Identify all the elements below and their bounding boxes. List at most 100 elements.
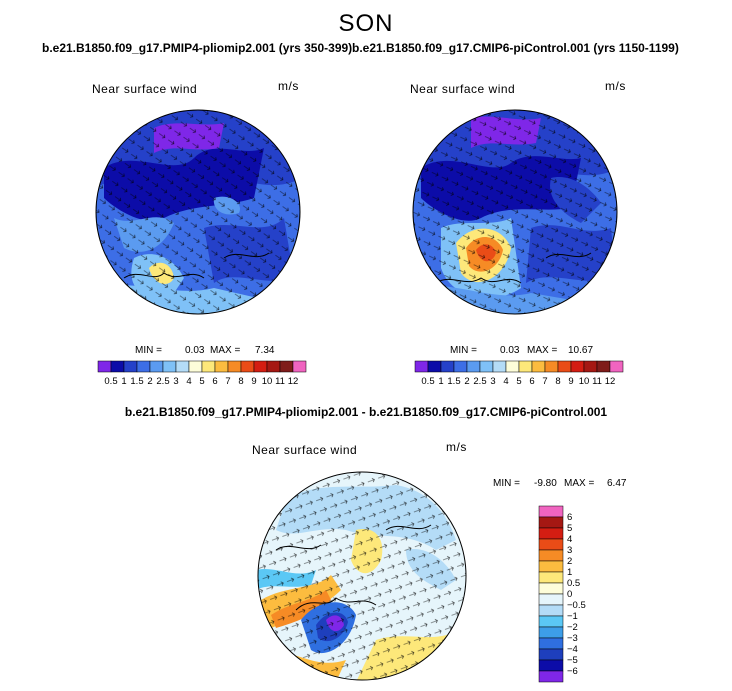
left-colorbar-swatch [136, 360, 151, 373]
left-colorbar-swatch [97, 360, 112, 373]
right-colorbar-swatch [596, 360, 611, 373]
left-colorbar-tick-label: 1 [121, 376, 126, 386]
left-colorbar-swatch [188, 360, 203, 373]
left-max-value: 7.34 [255, 345, 275, 356]
season-title: SON [338, 10, 394, 37]
right-units-label: m/s [605, 79, 626, 93]
left-colorbar-tick-label: 10 [262, 376, 273, 386]
right-colorbar-tick-label: 6 [529, 376, 534, 386]
difference-colorbar-swatch [538, 648, 564, 661]
left-colorbar-tick-label: 6 [212, 376, 217, 386]
difference-colorbar-swatch [538, 505, 564, 518]
left-colorbar-tick-label: 2 [147, 376, 152, 386]
right-colorbar-tick-label: 9 [568, 376, 573, 386]
left-colorbar-swatch [214, 360, 229, 373]
right-colorbar-tick-label: 5 [516, 376, 521, 386]
difference-colorbar-swatch [538, 549, 564, 562]
diff-max-value: 6.47 [607, 478, 627, 489]
left-colorbar-tick-label: 12 [288, 376, 299, 386]
difference-colorbar-tick-label: 6 [567, 512, 572, 523]
difference-title: b.e21.B1850.f09_g17.PMIP4-pliomip2.001 -… [124, 405, 608, 419]
left-colorbar-tick-label: 5 [199, 376, 204, 386]
left-colorbar-tick-label: 11 [275, 376, 285, 386]
right-colorbar-swatch [544, 360, 559, 373]
difference-colorbar-swatch [538, 516, 564, 529]
difference-colorbar-tick-label: −2 [567, 622, 578, 633]
left-colorbar-swatch [149, 360, 164, 373]
left-colorbar-swatch [162, 360, 177, 373]
left-variable-label: Near surface wind [92, 82, 198, 96]
left-colorbar-swatch [175, 360, 190, 373]
right-polar-map [412, 109, 618, 315]
right-colorbar-tick-label: 2 [464, 376, 469, 386]
difference-polar-map [257, 471, 467, 681]
left-colorbar-swatch [292, 360, 307, 373]
diff-min-label: MIN = [493, 478, 520, 489]
difference-colorbar-swatch [538, 626, 564, 639]
difference-colorbar-tick-label: −5 [567, 655, 578, 666]
right-colorbar: 0.5 1 1.5 2 2.5 3 4 5 6 7 8 9 10 11 12 [414, 360, 624, 386]
right-max-label: MAX = [527, 345, 558, 356]
right-colorbar-swatch [609, 360, 624, 373]
left-colorbar-swatch [240, 360, 255, 373]
right-colorbar-swatch [583, 360, 598, 373]
difference-colorbar-swatch [538, 538, 564, 551]
left-colorbar-tick-label: 0.5 [104, 376, 117, 386]
left-colorbar-swatch [110, 360, 125, 373]
left-colorbar-tick-label: 7 [225, 376, 230, 386]
difference-colorbar-swatch [538, 604, 564, 617]
left-colorbar-tick-label: 8 [238, 376, 243, 386]
right-colorbar-swatch [453, 360, 468, 373]
difference-colorbar-tick-label: 5 [567, 523, 572, 534]
difference-colorbar-swatch [538, 670, 564, 683]
difference-colorbar-tick-label: 4 [567, 534, 572, 545]
right-variable-label: Near surface wind [410, 82, 516, 96]
difference-colorbar-tick-label: −3 [567, 633, 578, 644]
right-colorbar-tick-label: 3 [490, 376, 495, 386]
difference-colorbar-swatch [538, 582, 564, 595]
right-colorbar-swatch [479, 360, 494, 373]
difference-colorbar-swatch [538, 560, 564, 573]
left-colorbar-swatch [266, 360, 281, 373]
difference-colorbar-swatch [538, 571, 564, 584]
right-colorbar-swatch [570, 360, 585, 373]
diff-units-label: m/s [446, 440, 467, 454]
right-colorbar-tick-label: 10 [579, 376, 590, 386]
right-colorbar-swatch [557, 360, 572, 373]
difference-colorbar-tick-label: −6 [567, 666, 578, 677]
right-max-value: 10.67 [568, 345, 594, 356]
right-colorbar-tick-label: 8 [555, 376, 560, 386]
right-colorbar-tick-label: 1.5 [447, 376, 460, 386]
left-colorbar-swatch [123, 360, 138, 373]
right-colorbar-tick-label: 2.5 [473, 376, 486, 386]
difference-colorbar-tick-label: −0.5 [567, 600, 586, 611]
left-units-label: m/s [278, 79, 299, 93]
difference-colorbar-tick-label: 0 [567, 589, 572, 600]
right-colorbar-swatch [427, 360, 442, 373]
difference-colorbar-swatch [538, 593, 564, 606]
right-colorbar-tick-label: 4 [503, 376, 508, 386]
difference-colorbar-tick-label: −1 [567, 611, 578, 622]
left-colorbar-swatch [279, 360, 294, 373]
difference-colorbar-tick-label: −4 [567, 644, 578, 655]
right-colorbar-swatch [505, 360, 520, 373]
difference-colorbar-swatch [538, 637, 564, 650]
right-colorbar-tick-label: 7 [542, 376, 547, 386]
left-min-label: MIN = [135, 345, 162, 356]
difference-colorbar-swatch [538, 527, 564, 540]
left-min-value: 0.03 [185, 345, 205, 356]
left-case-title: b.e21.B1850.f09_g17.PMIP4-pliomip2.001 (… [42, 41, 353, 55]
difference-colorbar-swatch [538, 615, 564, 628]
difference-colorbar-tick-label: 0.5 [567, 578, 580, 589]
right-min-value: 0.03 [500, 345, 520, 356]
left-colorbar-tick-label: 4 [186, 376, 191, 386]
left-max-label: MAX = [210, 345, 241, 356]
left-colorbar-tick-label: 9 [251, 376, 256, 386]
left-colorbar-tick-label: 3 [173, 376, 178, 386]
left-colorbar: 0.5 1 1.5 2 2.5 3 4 5 6 7 8 9 10 11 12 [97, 360, 307, 386]
left-colorbar-swatch [201, 360, 216, 373]
diff-min-value: -9.80 [534, 478, 557, 489]
difference-colorbar-tick-label: 3 [567, 545, 572, 556]
left-colorbar-tick-label: 2.5 [156, 376, 169, 386]
